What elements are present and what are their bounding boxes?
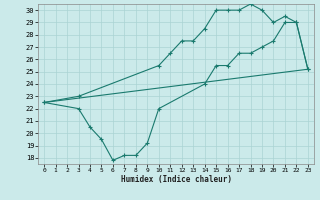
X-axis label: Humidex (Indice chaleur): Humidex (Indice chaleur): [121, 175, 231, 184]
